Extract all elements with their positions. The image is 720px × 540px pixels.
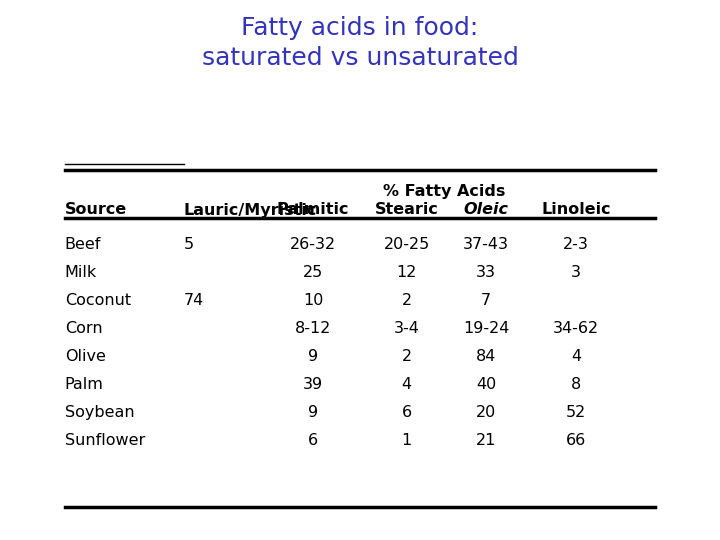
Text: 3-4: 3-4 [394,321,420,336]
Text: 3: 3 [571,265,581,280]
Text: 9: 9 [308,349,318,364]
Text: 2-3: 2-3 [563,237,589,252]
Text: 9: 9 [308,405,318,420]
Text: 1: 1 [402,433,412,448]
Text: Beef: Beef [65,237,102,252]
Text: 66: 66 [566,433,586,448]
Text: 7: 7 [481,293,491,308]
Text: 6: 6 [402,405,412,420]
Text: Stearic: Stearic [375,202,438,218]
Text: Linoleic: Linoleic [541,202,611,218]
Text: Corn: Corn [65,321,102,336]
Text: 52: 52 [566,405,586,420]
Text: 33: 33 [476,265,496,280]
Text: Sunflower: Sunflower [65,433,145,448]
Text: 6: 6 [308,433,318,448]
Text: Coconut: Coconut [65,293,131,308]
Text: 34-62: 34-62 [553,321,599,336]
Text: 10: 10 [303,293,323,308]
Text: 20-25: 20-25 [384,237,430,252]
Text: 4: 4 [402,377,412,392]
Text: Source: Source [65,202,127,218]
Text: Oleic: Oleic [464,202,508,218]
Text: 26-32: 26-32 [290,237,336,252]
Text: Olive: Olive [65,349,106,364]
Text: Fatty acids in food:
saturated vs unsaturated: Fatty acids in food: saturated vs unsatu… [202,16,518,70]
Text: 12: 12 [397,265,417,280]
Text: Lauric/Myristic: Lauric/Myristic [184,202,317,218]
Text: Soybean: Soybean [65,405,135,420]
Text: 8: 8 [571,377,581,392]
Text: 19-24: 19-24 [463,321,509,336]
Text: 37-43: 37-43 [463,237,509,252]
Text: Milk: Milk [65,265,97,280]
Text: 20: 20 [476,405,496,420]
Text: 39: 39 [303,377,323,392]
Text: % Fatty Acids: % Fatty Acids [384,184,505,199]
Text: 74: 74 [184,293,204,308]
Text: Palm: Palm [65,377,104,392]
Text: Palmitic: Palmitic [277,202,349,218]
Text: 21: 21 [476,433,496,448]
Text: 2: 2 [402,293,412,308]
Text: 5: 5 [184,237,194,252]
Text: 4: 4 [571,349,581,364]
Text: 40: 40 [476,377,496,392]
Text: 8-12: 8-12 [295,321,331,336]
Text: 25: 25 [303,265,323,280]
Text: 84: 84 [476,349,496,364]
Text: 2: 2 [402,349,412,364]
